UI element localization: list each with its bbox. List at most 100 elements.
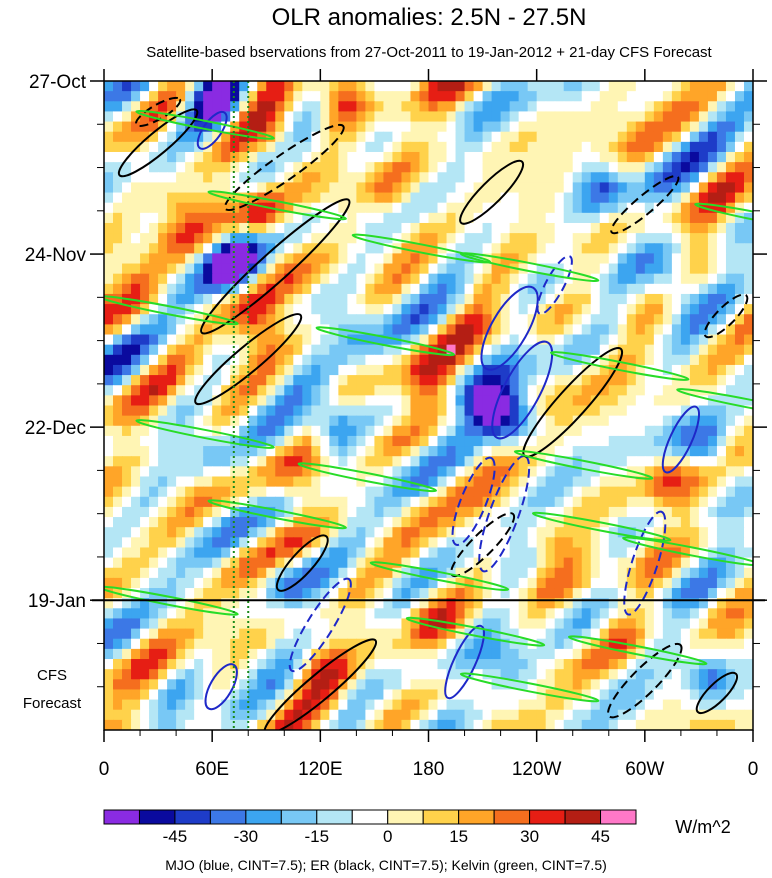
- heatmap-cell: [734, 456, 745, 467]
- heatmap-cell: [149, 182, 159, 194]
- heatmap-cell: [392, 669, 403, 680]
- heatmap-cell: [158, 689, 168, 701]
- heatmap-cell: [293, 405, 303, 417]
- heatmap-cell: [158, 435, 168, 447]
- heatmap-cell: [437, 598, 448, 609]
- heatmap-cell: [320, 162, 330, 173]
- heatmap-cell: [572, 659, 583, 670]
- heatmap-cell: [518, 648, 529, 660]
- heatmap-cell: [689, 233, 700, 244]
- heatmap-cell: [113, 405, 123, 417]
- heatmap-cell: [671, 476, 682, 488]
- heatmap-cell: [509, 283, 520, 295]
- heatmap-cell: [617, 121, 628, 133]
- heatmap-cell: [500, 719, 511, 730]
- heatmap-cell: [554, 314, 565, 325]
- heatmap-cell: [464, 121, 475, 133]
- heatmap-cell: [599, 273, 610, 285]
- heatmap-cell: [572, 689, 583, 701]
- heatmap-cell: [698, 496, 709, 508]
- heatmap-cell: [374, 719, 385, 730]
- heatmap-cell: [347, 375, 357, 386]
- heatmap-cell: [374, 425, 385, 437]
- heatmap-cell: [149, 344, 159, 356]
- heatmap-cell: [221, 222, 231, 234]
- heatmap-cell: [374, 314, 385, 325]
- heatmap-cell: [176, 151, 186, 163]
- er-contour: [607, 642, 683, 719]
- heatmap-cell: [347, 679, 357, 691]
- heatmap-cell: [482, 557, 493, 569]
- heatmap-cell: [698, 81, 709, 92]
- heatmap-cell: [626, 598, 637, 609]
- heatmap-cell: [635, 709, 646, 721]
- heatmap-cell: [572, 334, 583, 346]
- heatmap-cell: [725, 405, 736, 417]
- heatmap-cell: [149, 456, 159, 467]
- heatmap-cell: [644, 456, 655, 467]
- heatmap-cell: [167, 354, 177, 366]
- heatmap-cell: [419, 588, 430, 599]
- heatmap-cell: [698, 557, 709, 569]
- heatmap-cell: [563, 375, 574, 386]
- heatmap-cell: [545, 709, 556, 721]
- heatmap-cell: [329, 182, 339, 194]
- heatmap-cell: [581, 557, 592, 569]
- heatmap-cell: [545, 212, 556, 224]
- heatmap-cell: [302, 709, 312, 721]
- heatmap-cell: [212, 567, 222, 579]
- heatmap-cell: [230, 425, 240, 437]
- heatmap-cell: [320, 375, 330, 386]
- heatmap-cell: [140, 293, 150, 305]
- heatmap-cell: [122, 577, 132, 589]
- heatmap-cell: [563, 709, 574, 721]
- heatmap-cell: [635, 202, 646, 214]
- heatmap-cell: [626, 233, 637, 244]
- heatmap-cell: [140, 557, 150, 569]
- heatmap-cell: [401, 689, 412, 701]
- heatmap-cell: [356, 354, 366, 366]
- heatmap-cell: [122, 689, 132, 701]
- heatmap-cell: [572, 162, 583, 173]
- heatmap-cell: [365, 192, 376, 204]
- heatmap-cell: [257, 111, 267, 123]
- heatmap-cell: [149, 466, 159, 478]
- heatmap-cell: [266, 324, 276, 336]
- heatmap-cell: [113, 577, 123, 589]
- heatmap-cell: [410, 182, 421, 194]
- heatmap-cell: [365, 81, 376, 92]
- heatmap-cell: [581, 334, 592, 346]
- heatmap-cell: [122, 648, 132, 660]
- heatmap-cell: [725, 506, 736, 518]
- heatmap-cell: [428, 517, 439, 528]
- heatmap-cell: [662, 425, 673, 437]
- heatmap-cell: [725, 476, 736, 488]
- heatmap-cell: [311, 364, 321, 376]
- heatmap-cell: [131, 253, 141, 265]
- heatmap-cell: [671, 628, 682, 640]
- heatmap-cell: [473, 659, 484, 670]
- heatmap-cell: [572, 81, 583, 92]
- heatmap-cell: [284, 151, 294, 163]
- heatmap-cell: [167, 91, 177, 102]
- heatmap-cell: [518, 628, 529, 640]
- heatmap-cell: [266, 334, 276, 346]
- heatmap-cell: [320, 425, 330, 437]
- heatmap-cell: [734, 91, 745, 102]
- heatmap-cell: [338, 212, 348, 224]
- heatmap-cell: [203, 537, 213, 549]
- heatmap-cell: [284, 547, 294, 559]
- heatmap-cell: [599, 395, 610, 407]
- heatmap-cell: [563, 141, 574, 153]
- heatmap-cell: [392, 659, 403, 670]
- heatmap-cell: [626, 314, 637, 325]
- heatmap-cell: [464, 517, 475, 528]
- heatmap-cell: [716, 425, 727, 437]
- heatmap-cell: [131, 172, 141, 184]
- heatmap-cell: [437, 689, 448, 701]
- heatmap-cell: [437, 415, 448, 427]
- heatmap-cell: [617, 263, 628, 275]
- heatmap-cell: [275, 577, 285, 589]
- heatmap-cell: [410, 222, 421, 234]
- heatmap-cell: [482, 263, 493, 275]
